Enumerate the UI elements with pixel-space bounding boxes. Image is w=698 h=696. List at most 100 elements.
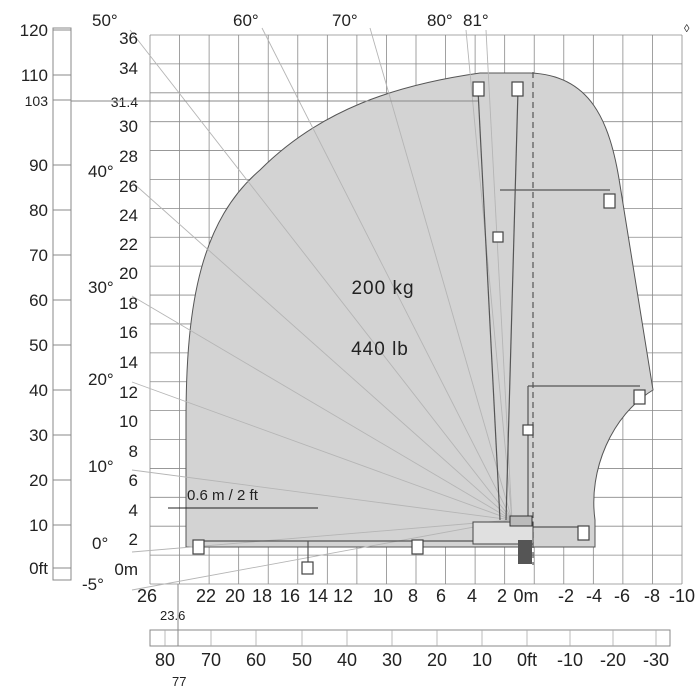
angle-line [369,27,513,521]
angle-label: 80° [427,11,453,30]
outreach-ft-extra-label: 77 [172,674,186,689]
height-m-label: 8 [129,442,138,461]
height-m-label: 16 [119,323,138,342]
boom-vertical-left [477,89,501,521]
angle-label: 50° [92,11,118,30]
height-m-label: 20 [119,264,138,283]
outreach-ft-label: 60 [246,650,266,670]
angle-line [131,381,513,521]
load-kg-label: 200 kg [351,278,414,299]
outreach-ft-label: 40 [337,650,357,670]
angle-lines [129,27,513,591]
height-m-label: 36 [119,29,138,48]
outreach-m-label: -8 [644,586,660,606]
basket-mid-left [492,231,504,243]
outreach-m-label: 4 [467,586,477,606]
machine-base [472,515,534,564]
left-ft-label: 90 [29,156,48,175]
outreach-ft-label: 0ft [517,650,537,670]
left-ft-label: 120 [20,21,48,40]
outreach-m-label: 12 [333,586,353,606]
left-ft-label: 40 [29,381,48,400]
left-ft-label: 103 [25,93,49,109]
offset-label: 0.6 m / 2 ft [187,487,259,504]
working-envelope-area [185,72,654,548]
height-m-label: 18 [119,294,138,313]
outreach-m-label: 20 [225,586,245,606]
basket-low-left [192,539,205,555]
outreach-ft-label: 70 [201,650,221,670]
left-ft-label: 70 [29,246,48,265]
angle-label: 60° [233,11,259,30]
angle-line [485,29,513,521]
height-m-label: 31.4 [111,94,138,110]
angle-label: 30° [88,278,114,297]
height-m-label: 24 [119,206,138,225]
outreach-m-label: -10 [669,586,695,606]
angle-line [465,29,513,521]
outreach-m-label: 10 [373,586,393,606]
height-m-label: 26 [119,177,138,196]
left-ft-label: 0ft [29,559,48,578]
outreach-m-label: 14 [308,586,328,606]
height-m-label: 34 [119,59,138,78]
outreach-m-label: 22 [196,586,216,606]
height-m-label: 14 [119,353,138,372]
outreach-m-label: 18 [252,586,272,606]
outreach-m-label: -4 [586,586,602,606]
height-m-label: 12 [119,383,138,402]
basket-26 [603,193,616,209]
left-ft-label: 20 [29,471,48,490]
outreach-ft-label: 30 [382,650,402,670]
outreach-ft-label: 80 [155,650,175,670]
bottom-ft-scale [149,629,671,647]
height-m-label: 28 [119,147,138,166]
boom-positions [196,89,640,568]
outreach-m-label: 2 [497,586,507,606]
left-ft-label: 110 [21,66,48,85]
angle-label: 0° [92,534,108,553]
machine-chassis [472,521,534,545]
outreach-m-label: 6 [436,586,446,606]
angle-line [131,519,513,591]
boom-vertical-right [505,89,519,521]
height-m-label: 4 [129,501,138,520]
height-m-label: 0m [114,560,138,579]
basket-hanging [301,561,314,575]
load-lb-label: 440 lb [351,339,409,360]
left-ft-label: 80 [29,201,48,220]
outreach-ft-label: 10 [472,650,492,670]
outreach-ft-label: 20 [427,650,447,670]
angle-label: 20° [88,370,114,389]
angle-label: 70° [332,11,358,30]
outreach-m-label: -6 [614,586,630,606]
left-ft-label: 50 [29,336,48,355]
outreach-m-label: 8 [408,586,418,606]
left-ft-label: 60 [29,291,48,310]
angle-label: -5° [82,575,104,594]
angle-line [131,295,513,521]
angle-label: 10° [88,457,114,476]
basket-low-mid [411,539,424,555]
angle-line [131,181,513,521]
outreach-ft-label: -30 [643,650,669,670]
left-ft-scale [52,27,72,581]
angle-label: 81° [463,11,489,30]
left-ft-label: 10 [29,516,48,535]
outreach-m-extra-label: 23.6 [160,608,185,623]
height-m-label: 22 [119,235,138,254]
height-m-label: 10 [119,412,138,431]
basket-low-right [577,525,590,541]
outreach-ft-label: 50 [292,650,312,670]
basket-top-left [472,81,485,97]
angle-line [261,27,513,521]
platform-baskets [192,81,646,575]
angle-label: 40° [88,162,114,181]
basket-top-right [511,81,524,97]
machine-outrigger [518,540,532,564]
outreach-m-label: 26 [137,586,157,606]
left-ft-label: 30 [29,426,48,445]
corner-mark: ◊ [684,23,690,35]
outreach-m-label: -2 [558,586,574,606]
